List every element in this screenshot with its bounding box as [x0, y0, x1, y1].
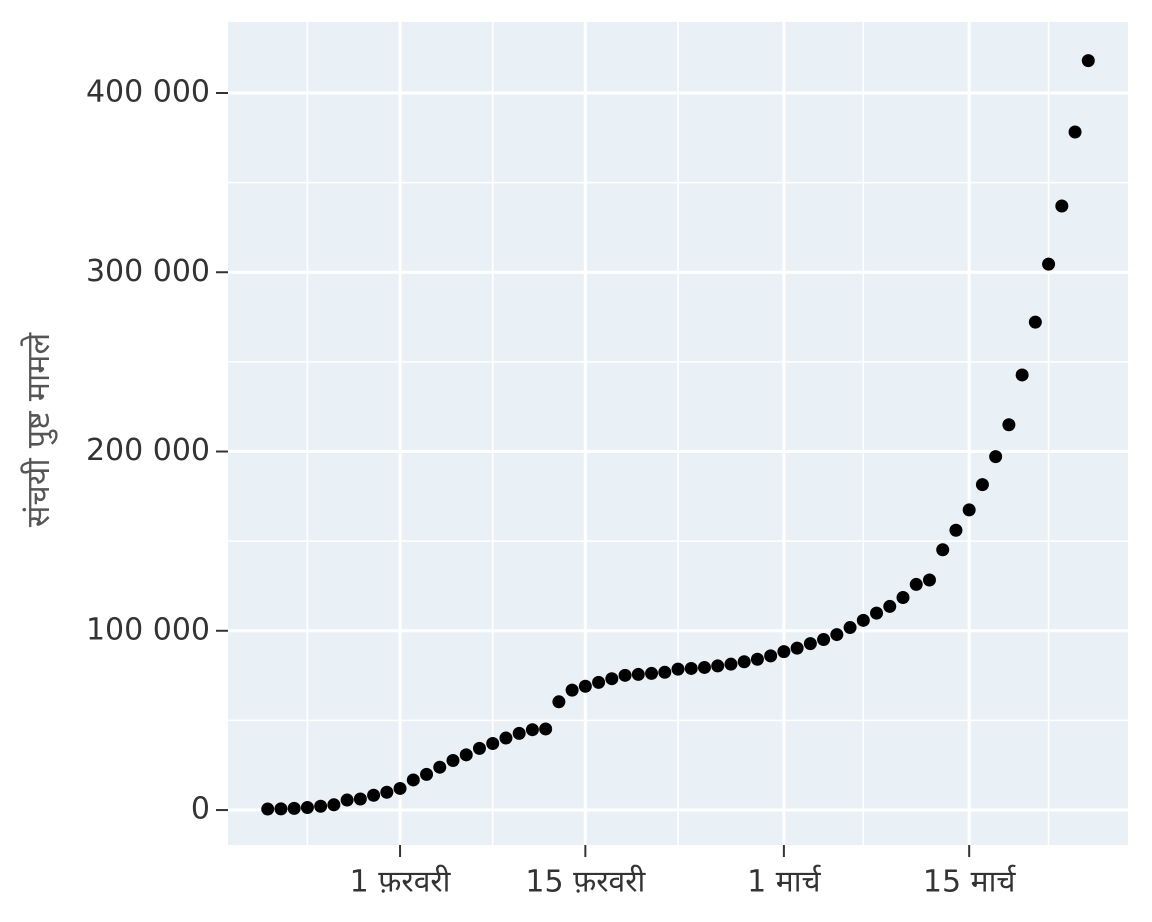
- point: [962, 503, 976, 517]
- y-tick-label: 200 000: [86, 433, 210, 468]
- point: [817, 633, 831, 647]
- point: [777, 645, 791, 659]
- y-tick-label: 300 000: [86, 254, 210, 289]
- point: [300, 800, 314, 814]
- point: [618, 668, 632, 682]
- point: [1068, 125, 1082, 139]
- point: [539, 722, 553, 736]
- point: [459, 748, 473, 762]
- point: [486, 736, 500, 750]
- y-tick-label: 400 000: [86, 74, 210, 109]
- point: [936, 543, 950, 557]
- point: [909, 577, 923, 591]
- point: [658, 665, 672, 679]
- point: [1042, 257, 1056, 271]
- point: [1002, 418, 1016, 432]
- point: [896, 590, 910, 604]
- point: [605, 672, 619, 686]
- point: [592, 675, 606, 689]
- point: [340, 793, 354, 807]
- point: [446, 753, 460, 767]
- point: [803, 637, 817, 651]
- point: [711, 659, 725, 673]
- point: [989, 450, 1003, 464]
- point: [1055, 199, 1069, 213]
- point: [261, 802, 275, 816]
- point: [512, 726, 526, 740]
- point: [750, 652, 764, 666]
- point: [645, 666, 659, 680]
- point: [724, 657, 738, 671]
- point: [578, 679, 592, 693]
- point: [274, 802, 288, 816]
- point: [843, 621, 857, 635]
- x-tick-label: 15 मार्च: [923, 865, 1016, 900]
- point: [631, 667, 645, 681]
- y-tick-label: 0: [191, 792, 210, 827]
- x-tick-label: 1 मार्च: [747, 865, 821, 900]
- point: [1028, 315, 1042, 329]
- point: [499, 731, 513, 745]
- point: [393, 781, 407, 795]
- point: [922, 573, 936, 587]
- point: [525, 723, 539, 737]
- point: [472, 741, 486, 755]
- point: [697, 660, 711, 674]
- point: [737, 655, 751, 669]
- point: [367, 788, 381, 802]
- x-tick-label: 15 फ़रवरी: [525, 865, 646, 900]
- point: [870, 606, 884, 620]
- point: [764, 649, 778, 663]
- point: [856, 613, 870, 627]
- point: [327, 798, 341, 812]
- point: [353, 792, 367, 806]
- x-tick-label: 1 फ़रवरी: [350, 865, 452, 900]
- point: [380, 785, 394, 799]
- point: [949, 523, 963, 537]
- point: [314, 799, 328, 813]
- point: [287, 801, 301, 815]
- point: [552, 695, 566, 709]
- point: [1081, 54, 1095, 68]
- point: [406, 773, 420, 787]
- point: [975, 478, 989, 492]
- point: [420, 767, 434, 781]
- y-axis-title: संचयी पुष्ट मामले: [19, 332, 58, 528]
- point: [1015, 368, 1029, 382]
- point: [790, 641, 804, 655]
- point: [433, 760, 447, 774]
- y-tick-label: 100 000: [86, 612, 210, 647]
- point: [830, 628, 844, 642]
- point: [671, 662, 685, 676]
- point: [565, 683, 579, 697]
- point: [684, 661, 698, 675]
- point: [883, 599, 897, 613]
